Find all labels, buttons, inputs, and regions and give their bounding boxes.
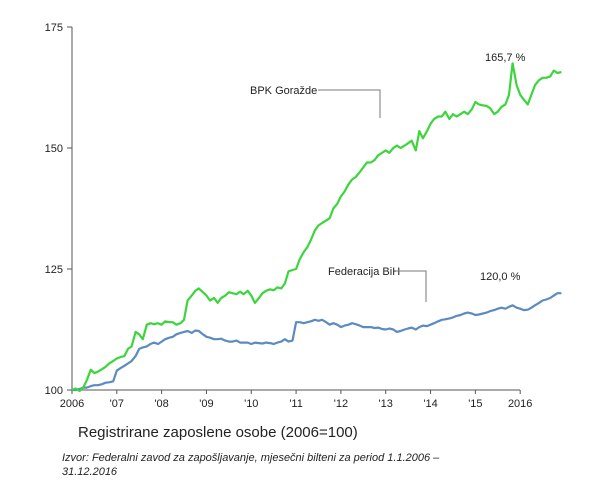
x-tick-label: '10 xyxy=(244,398,258,410)
x-tick-label: '15 xyxy=(468,398,482,410)
y-tick-label: 100 xyxy=(45,385,63,397)
end-label-bpk: 165,7 % xyxy=(485,52,526,64)
x-tick-label: '09 xyxy=(199,398,213,410)
x-tick-label: '07 xyxy=(110,398,124,410)
end-label-fbih: 120,0 % xyxy=(480,271,521,283)
y-tick-label: 125 xyxy=(45,264,63,276)
x-tick-label: '11 xyxy=(289,398,303,410)
x-ticks: 2006 '07 '08 '09 '10 '11 '12 '13 '14 '15 2016 xyxy=(60,390,532,410)
x-tick-label: 2006 xyxy=(60,398,84,410)
x-tick-label: '08 xyxy=(154,398,168,410)
x-tick-label: 2016 xyxy=(508,398,532,410)
series-line-federacija-bih xyxy=(72,292,562,392)
chart-caption: Registrirane zaposlene osobe (2006=100) xyxy=(78,424,358,441)
x-tick-label: '13 xyxy=(379,398,393,410)
x-tick-label: '14 xyxy=(423,398,437,410)
y-tick-label: 175 xyxy=(45,22,63,34)
series-line-bpk-gorazde xyxy=(71,62,562,393)
y-ticks: 100 125 150 175 xyxy=(45,22,72,397)
x-tick-label: '12 xyxy=(334,398,348,410)
annotation-leader-fbih xyxy=(396,270,427,302)
annotation-federacija-bih: Federacija BiH xyxy=(328,266,400,278)
series-layer xyxy=(71,62,562,393)
source-note: Izvor: Federalni zavod za zapošljavanje,… xyxy=(62,452,440,478)
annotations: BPK Goražde Federacija BiH 165,7 % 120,0… xyxy=(250,52,526,302)
annotation-leader-bpk xyxy=(318,89,381,118)
line-chart: 100 125 150 175 2006 '07 '08 '09 '10 '11 '12 '13 '1… xyxy=(45,22,562,410)
y-tick-label: 150 xyxy=(45,143,63,155)
annotation-bpk-gorazde: BPK Goražde xyxy=(250,85,317,97)
